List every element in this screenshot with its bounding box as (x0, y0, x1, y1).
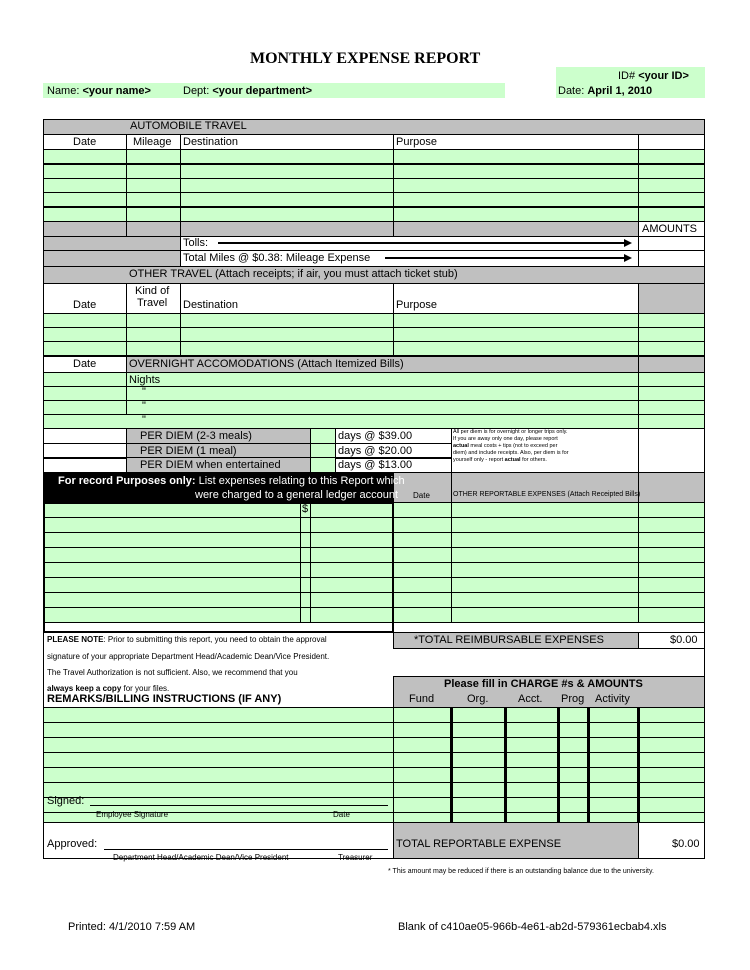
col-kind: Kind of (135, 285, 170, 297)
dept-field[interactable]: <your department> (212, 85, 312, 97)
per-diem-note: All per diem is for overnight or longer … (453, 429, 569, 463)
table-cell (451, 472, 639, 503)
ledger-line2: were charged to a general ledger account (195, 489, 399, 501)
dept-label: Dept: (183, 85, 210, 97)
footnote: * This amount may be reduced if there is… (388, 868, 654, 875)
name-field[interactable]: <your name> (82, 85, 151, 97)
id-label: ID# (618, 70, 636, 82)
amounts-heading: AMOUNTS (642, 223, 697, 235)
arrow-icon (218, 239, 632, 247)
printed-date: Printed: 4/1/2010 7:59 AM (68, 921, 196, 933)
note-text: for your files. (121, 684, 170, 693)
charge-heading: Please fill in CHARGE #s & AMOUNTS (444, 678, 643, 690)
col-kind-2: Travel (137, 297, 168, 309)
col-purpose: Purpose (396, 299, 437, 311)
per-diem-label: PER DIEM when entertained (140, 459, 281, 471)
remarks-heading: REMARKS/BILLING INSTRUCTIONS (IF ANY) (47, 693, 282, 705)
signature-line[interactable] (90, 805, 388, 806)
table-cell (638, 472, 705, 503)
nights-label: Nights (129, 374, 161, 386)
page-title: MONTHLY EXPENSE REPORT (250, 50, 481, 67)
auto-travel-heading: AUTOMOBILE TRAVEL (130, 120, 247, 132)
ditto: " (142, 400, 146, 412)
ditto: " (142, 386, 146, 398)
dollar-sign: $ (302, 503, 309, 515)
column-divider (504, 707, 507, 822)
per-diem-rate: days @ $20.00 (338, 445, 413, 457)
col-date: Date (413, 491, 430, 500)
approval-line[interactable] (104, 849, 388, 850)
note-label: PLEASE NOTE (47, 635, 104, 644)
file-name: Blank of c410ae05-966b-4e61-ab2d-579361e… (398, 921, 667, 933)
ledger-frame (43, 502, 394, 633)
approved-label: Approved: (47, 838, 98, 850)
table-cell (393, 472, 452, 503)
name-dept-band (43, 83, 505, 98)
other-travel-heading: OTHER TRAVEL (Attach receipts; if air, y… (129, 268, 458, 280)
per-diem-label: PER DIEM (1 meal) (140, 445, 237, 457)
dept-head-label: Department Head/Academic Dean/Vice Presi… (113, 853, 289, 862)
tolls-label: Tolls: (183, 237, 209, 249)
arrow-icon (385, 254, 632, 262)
col-activity: Activity (595, 693, 630, 705)
col-date: Date (73, 299, 97, 311)
total-reportable-value: $0.00 (672, 838, 700, 850)
col-org: Org. (467, 693, 489, 705)
total-reimbursable-label: *TOTAL REIMBURSABLE EXPENSES (414, 634, 604, 646)
col-destination: Destination (183, 299, 239, 311)
name-label: Name: (47, 85, 80, 97)
date-label: Date: (558, 85, 585, 97)
total-reimbursable-value: $0.00 (670, 634, 698, 646)
column-divider (637, 707, 640, 822)
col-date: Date (73, 136, 97, 148)
id-date-band (556, 67, 705, 98)
ledger-line1: List expenses relating to this Report wh… (195, 475, 405, 487)
total-miles-label: Total Miles @ $0.38: Mileage Expense (183, 252, 371, 264)
note-text: signature of your appropriate Department… (47, 652, 330, 661)
note-text: The Travel Authorization is not sufficie… (47, 668, 298, 677)
col-mileage: Mileage (133, 136, 172, 148)
treasurer-label: Treasurer (338, 853, 373, 862)
ledger-header (43, 472, 393, 502)
total-reportable-label: TOTAL REPORTABLE EXPENSE (396, 838, 562, 850)
column-divider (450, 707, 453, 822)
col-fund: Fund (409, 693, 435, 705)
date-label: Date (333, 810, 350, 819)
col-acct: Acct. (518, 693, 543, 705)
date-field[interactable]: April 1, 2010 (587, 85, 653, 97)
ditto: " (142, 414, 146, 426)
col-date: Date (73, 358, 97, 370)
signed-label: Signed: (47, 795, 85, 807)
note-text: : Prior to submitting this report, you n… (103, 635, 327, 644)
employee-signature-label: Employee Signature (96, 810, 169, 819)
per-diem-rate: days @ $39.00 (338, 430, 413, 442)
overnight-heading: OVERNIGHT ACCOMODATIONS (Attach Itemized… (129, 358, 404, 370)
ledger-bold: For record Purposes only: (58, 475, 196, 487)
column-divider (587, 707, 590, 822)
col-purpose: Purpose (396, 136, 437, 148)
column-divider (557, 707, 560, 822)
col-destination: Destination (183, 136, 239, 148)
col-prog: Prog (561, 693, 585, 705)
per-diem-label: PER DIEM (2-3 meals) (140, 430, 252, 442)
per-diem-rate: days @ $13.00 (338, 459, 413, 471)
col-other-expenses: OTHER REPORTABLE EXPENSES (Attach Receip… (453, 491, 641, 498)
id-field[interactable]: <your ID> (638, 70, 689, 82)
note-bold: always keep a copy (47, 684, 122, 693)
